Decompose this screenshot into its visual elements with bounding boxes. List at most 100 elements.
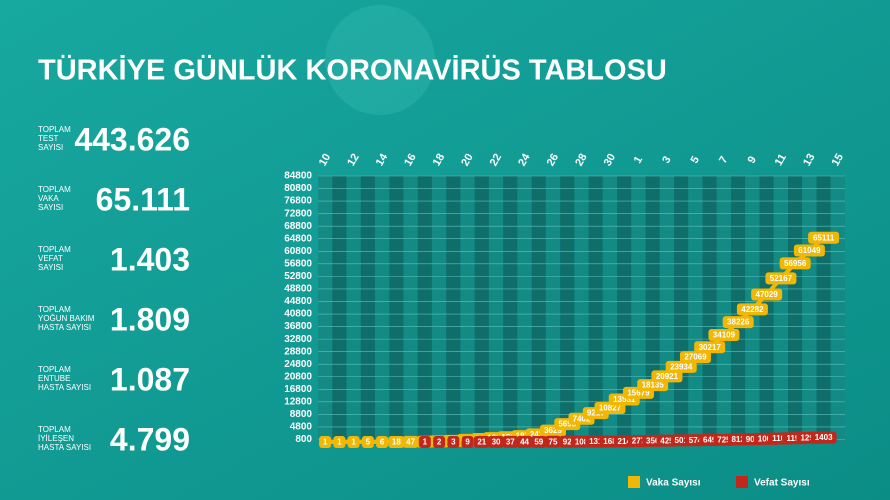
stat-value: 4.799 <box>110 421 190 457</box>
value-box <box>402 435 419 448</box>
value-label: 1 <box>351 438 356 447</box>
column-stripe <box>531 176 546 442</box>
column-stripe <box>332 176 347 442</box>
stat-label: TEST <box>38 134 59 143</box>
value-box <box>461 435 474 448</box>
value-label: 5 <box>366 438 371 447</box>
y-tick-label: 8800 <box>290 409 313 420</box>
value-label: 812 <box>731 435 745 444</box>
value-label: 27069 <box>684 353 707 362</box>
value-box <box>433 435 446 448</box>
value-box <box>545 435 562 448</box>
column-stripe <box>716 176 732 442</box>
title: TÜRKİYE GÜNLÜK KORONAVİRÜS TABLOSU <box>38 54 667 87</box>
y-tick-label: 36800 <box>284 321 312 332</box>
value-label: 56956 <box>784 259 807 268</box>
column-stripe <box>318 176 333 442</box>
value-box <box>793 244 825 257</box>
stat-label: ENTUBE <box>38 374 70 383</box>
value-label: 2 <box>437 438 442 447</box>
value-label: 2433 <box>530 430 548 439</box>
value-box <box>516 435 533 448</box>
column-stripe <box>460 176 475 442</box>
value-label: 908 <box>746 435 760 444</box>
x-tick-label: 10 <box>317 152 334 169</box>
x-tick-label: 3 <box>660 154 673 165</box>
stat-label: VEFAT <box>38 254 63 263</box>
value-box <box>376 435 389 448</box>
y-tick-label: 64800 <box>284 233 312 244</box>
column-stripe <box>474 176 489 442</box>
legend-label: Vefat Sayısı <box>754 478 810 489</box>
stat-label: SAYISI <box>38 143 63 152</box>
y-tick-label: 28800 <box>284 346 312 357</box>
x-tick-label: 13 <box>801 152 818 169</box>
value-label: 501 <box>675 436 689 445</box>
value-label: 425 <box>660 436 674 445</box>
stat-label: HASTA SAYISI <box>38 443 91 452</box>
value-label: 59 <box>534 437 543 446</box>
legend-swatch <box>628 476 640 488</box>
stat-label: HASTA SAYISI <box>38 383 91 392</box>
value-label: 34109 <box>713 331 736 340</box>
value-label: 5698 <box>558 420 576 429</box>
value-label: 65111 <box>813 233 835 242</box>
value-label: 38226 <box>727 318 750 327</box>
value-label: 7402 <box>573 414 591 423</box>
value-label: 3 <box>451 438 456 447</box>
value-label: 214 <box>618 437 632 446</box>
y-tick-label: 76800 <box>284 196 312 207</box>
value-label: 725 <box>717 435 731 444</box>
value-label: 108 <box>575 437 589 446</box>
value-box <box>665 360 697 373</box>
y-tick-label: 24800 <box>284 359 312 370</box>
column-stripe <box>488 176 504 442</box>
x-tick-label: 12 <box>345 152 362 169</box>
value-label: 1403 <box>815 433 833 442</box>
x-tick-label: 7 <box>717 154 730 165</box>
value-box <box>708 329 740 342</box>
value-label: 44 <box>520 437 529 446</box>
y-tick-label: 84800 <box>284 171 312 182</box>
value-box <box>779 257 811 270</box>
value-label: 30 <box>492 438 501 447</box>
stat-label: TOPLAM <box>38 365 71 374</box>
value-box <box>765 272 797 285</box>
stat-label: TOPLAM <box>38 185 71 194</box>
x-tick-label: 1 <box>632 154 645 165</box>
column-stripe <box>360 176 375 442</box>
y-tick-label: 40800 <box>284 309 312 320</box>
x-tick-label: 11 <box>773 152 789 168</box>
y-tick-label: 20800 <box>284 371 312 382</box>
virus-decoration <box>325 5 435 115</box>
value-box <box>722 316 754 329</box>
x-tick-label: 5 <box>689 154 702 165</box>
x-tick-label: 18 <box>431 152 448 169</box>
column-stripe <box>588 176 603 442</box>
value-label: 1 <box>337 438 342 447</box>
x-tick-label: 26 <box>545 152 562 169</box>
value-box <box>418 435 431 448</box>
value-label: 356 <box>646 436 660 445</box>
value-box <box>447 435 460 448</box>
value-label: 1 <box>423 438 428 447</box>
column-stripe <box>688 176 703 442</box>
value-label: 47029 <box>756 290 779 299</box>
value-label: 18 <box>392 438 401 447</box>
stat-value: 1.087 <box>110 361 190 397</box>
column-stripe <box>631 176 646 442</box>
value-box <box>347 435 360 448</box>
column-stripe <box>560 176 575 442</box>
column-stripe <box>545 176 561 442</box>
column-stripe <box>417 176 432 442</box>
y-tick-label: 80800 <box>284 183 312 194</box>
y-tick-label: 32800 <box>284 334 312 345</box>
column-stripe <box>574 176 589 442</box>
value-box <box>651 370 683 383</box>
x-tick-label: 20 <box>459 152 476 169</box>
value-label: 131 <box>589 437 603 446</box>
y-tick-label: 72800 <box>284 208 312 219</box>
column-stripe <box>503 176 518 442</box>
stat-value: 1.403 <box>110 241 190 277</box>
